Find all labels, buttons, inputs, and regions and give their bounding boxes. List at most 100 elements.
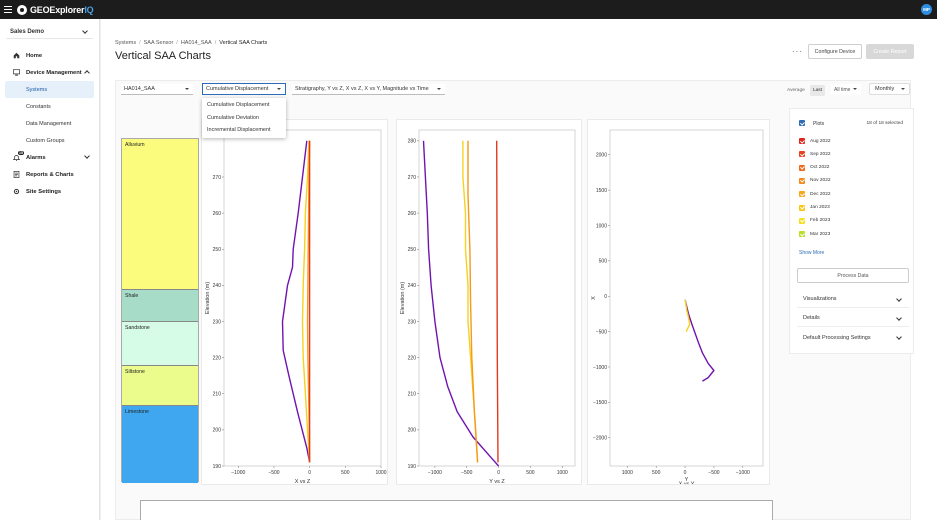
sidebar-item-home[interactable]: Home <box>0 47 99 64</box>
accordion-processing-settings[interactable]: Default Processing Settings <box>797 329 909 346</box>
x-axis-label: Y <box>685 477 689 483</box>
accordion-details[interactable]: Details <box>797 310 909 327</box>
chart-x-vs-z: 190 200 210 220 230 240 250 260 270 −1000 −500 0 500… <box>201 119 388 485</box>
brand-logo[interactable]: GEOExplorerIQ <box>30 4 94 15</box>
plot-checkbox-row[interactable]: Oct 2022 <box>799 163 829 173</box>
plot-checkbox-row[interactable]: Sep 2022 <box>799 149 831 159</box>
y-tick-label: 500 <box>599 259 608 265</box>
series-line <box>467 140 479 463</box>
sensor-select[interactable]: HA014_SAA <box>121 84 193 95</box>
chevron-down-icon <box>896 334 902 340</box>
layer-shale: Shale <box>122 290 198 322</box>
plot-checkbox[interactable] <box>799 151 805 158</box>
sidebar-item-site-settings[interactable]: Site Settings <box>0 183 99 200</box>
y-tick-label: 1000 <box>596 223 607 229</box>
y-tick-label: 250 <box>213 247 222 253</box>
plot-checkbox-row[interactable]: Nov 2022 <box>799 176 831 186</box>
breadcrumb-systems[interactable]: Systems <box>115 40 137 46</box>
select-all-checkbox[interactable] <box>799 120 805 126</box>
plot-label: Jan 2023 <box>810 205 830 210</box>
caret-down-icon <box>185 88 189 90</box>
layer-siltstone: Siltstone <box>122 366 198 406</box>
device-icon <box>13 69 20 76</box>
y-tick-label: 240 <box>408 283 417 289</box>
plot-checkbox[interactable] <box>799 217 805 224</box>
x-tick-label: 500 <box>341 470 350 476</box>
org-selector[interactable]: Sales Demo <box>6 25 93 39</box>
mode-select[interactable]: Cumulative Displacement <box>202 83 286 95</box>
series-line <box>281 140 311 463</box>
y-tick-label: −500 <box>596 329 607 335</box>
bell-icon <box>12 154 21 161</box>
plot-checkbox[interactable] <box>799 164 805 171</box>
y-tick-label: 220 <box>408 355 417 361</box>
layer-sandstone: Sandstone <box>122 322 198 366</box>
breadcrumb-saa-sensor[interactable]: SAA Sensor <box>143 40 174 46</box>
series-line <box>496 140 499 463</box>
chevron-down-icon <box>82 27 88 34</box>
mode-dropdown-menu: Cumulative Displacement Cumulative Devia… <box>202 98 286 138</box>
plot-checkbox-row[interactable]: Aug 2022 <box>799 136 831 146</box>
plot-checkbox[interactable] <box>799 177 805 184</box>
layer-limestone: Limestone <box>122 406 198 483</box>
y-tick-label: 2000 <box>596 153 607 159</box>
y-tick-label: 0 <box>604 294 607 300</box>
plot-label: Oct 2022 <box>810 165 830 171</box>
plot-checkbox-row[interactable]: Mar 2023 <box>799 229 830 239</box>
y-tick-label: 210 <box>213 392 222 398</box>
y-tick-label: 200 <box>408 428 417 434</box>
y-tick-label: 220 <box>213 355 222 361</box>
more-options-button[interactable]: ··· <box>792 47 803 56</box>
sidebar-item-constants[interactable]: Constants <box>26 103 51 110</box>
plot-checkbox[interactable] <box>799 231 805 238</box>
breadcrumb-device[interactable]: HA014_SAA <box>180 40 212 46</box>
sidebar-item-reports[interactable]: Reports & Charts <box>0 166 99 183</box>
menu-icon[interactable] <box>4 6 12 13</box>
sidebar-item-device-management[interactable]: Device Management <box>0 64 99 81</box>
plot-checkbox[interactable] <box>799 138 805 144</box>
y-tick-label: 260 <box>408 211 417 217</box>
y-tick-label: 190 <box>408 464 417 470</box>
create-report-button[interactable]: Create Report <box>866 44 914 59</box>
time-range-select[interactable]: All time <box>831 84 861 95</box>
sidebar-item-data-management[interactable]: Data Management <box>26 120 72 127</box>
plot-checkbox[interactable] <box>799 191 805 198</box>
y-tick-label: 260 <box>213 211 222 217</box>
sidebar-item-systems[interactable]: Systems <box>5 81 94 98</box>
sidebar-item-alarms[interactable]: 15 Alarms <box>0 149 99 166</box>
logo-icon <box>17 4 27 15</box>
interval-select[interactable]: Monthly <box>869 83 910 95</box>
sidebar-item-custom-groups[interactable]: Custom Groups <box>26 137 65 144</box>
y-tick-label: 200 <box>213 428 222 434</box>
plots-select[interactable]: Stratigraphy, Y vs Z, X vs Z, X vs Y, Ma… <box>292 84 445 95</box>
y-tick-label: −1000 <box>593 365 607 371</box>
plot-label: Feb 2023 <box>810 218 831 224</box>
mode-option-cumulative-displacement[interactable]: Cumulative Displacement <box>207 102 270 109</box>
x-tick-label: 1000 <box>622 470 633 476</box>
report-icon <box>13 171 20 178</box>
y-tick-label: 280 <box>408 139 417 145</box>
mode-option-incremental-displacement[interactable]: Incremental Displacement <box>207 127 271 134</box>
process-data-button[interactable]: Process Data <box>797 268 909 283</box>
configure-device-button[interactable]: Configure Device <box>808 44 862 59</box>
plot-checkbox-row[interactable]: Dec 2022 <box>799 189 831 199</box>
plot-checkbox-row[interactable]: Feb 2023 <box>799 216 830 226</box>
mode-option-cumulative-deviation[interactable]: Cumulative Deviation <box>207 114 259 121</box>
plots-header: Plots <box>813 121 825 127</box>
x-tick-label: 0 <box>497 470 500 476</box>
plot-checkbox-row[interactable]: Jan 2023 <box>799 203 830 213</box>
x-tick-label: 500 <box>526 470 535 476</box>
caret-down-icon <box>277 88 281 90</box>
show-more-link[interactable]: Show More <box>799 250 825 256</box>
accordion-visualizations[interactable]: Visualizations <box>797 291 909 308</box>
y-tick-label: 250 <box>408 247 417 253</box>
plot-checkbox[interactable] <box>799 204 805 211</box>
avatar[interactable]: MP <box>921 4 932 15</box>
caret-down-icon <box>437 88 441 90</box>
y-tick-label: 190 <box>213 464 222 470</box>
y-tick-label: 270 <box>213 175 222 181</box>
last-toggle[interactable]: Last <box>810 85 825 96</box>
chevron-down-icon <box>896 315 902 321</box>
breadcrumb: Systems / SAA Sensor / HA014_SAA / Vertical SA… <box>115 40 268 46</box>
average-toggle[interactable]: Average <box>787 88 805 93</box>
